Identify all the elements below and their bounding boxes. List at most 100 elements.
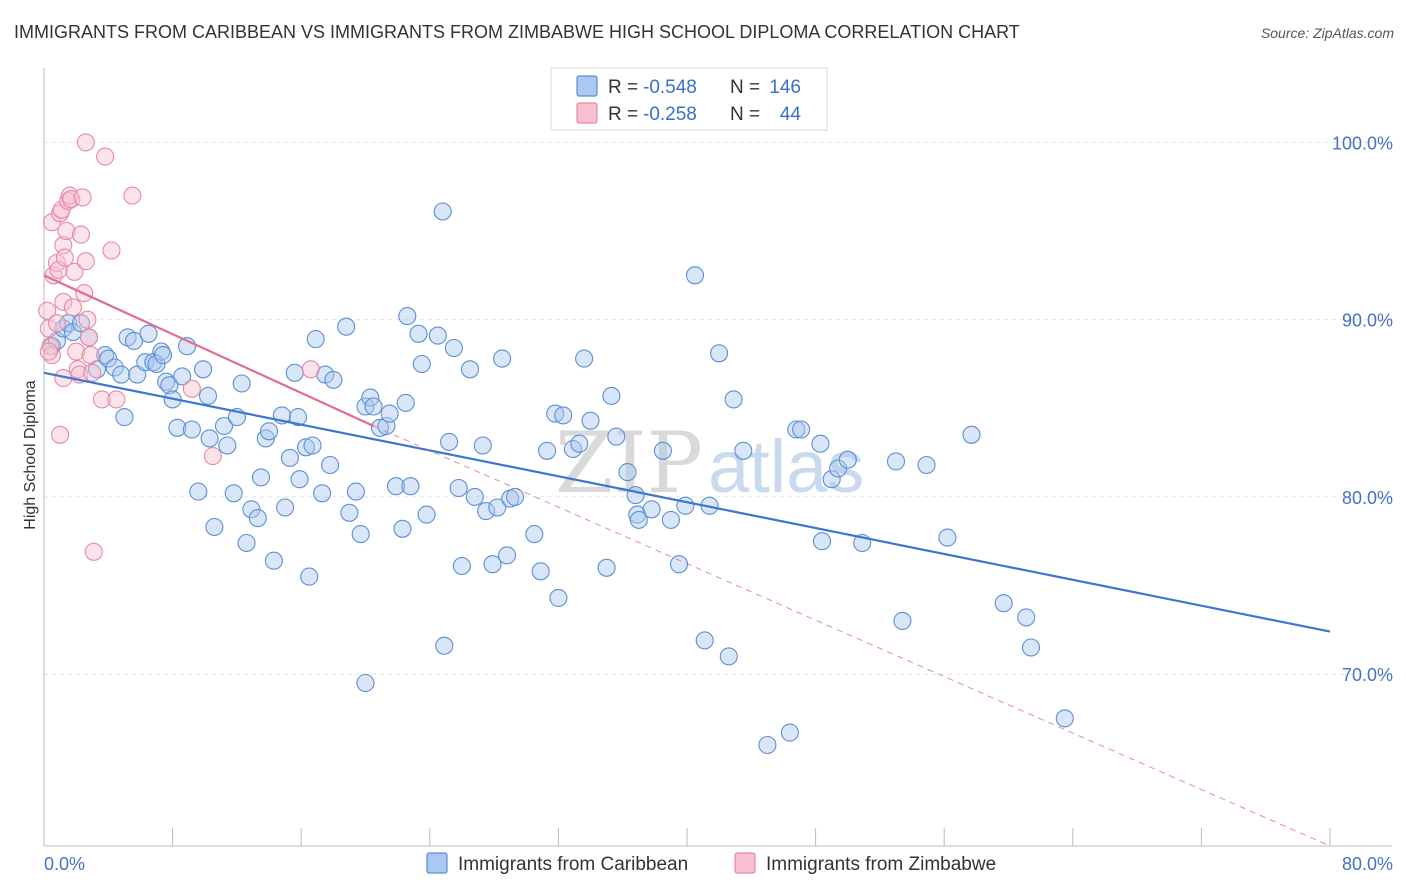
caribbean-point-117 <box>724 390 743 409</box>
caribbean-point-48 <box>290 470 309 489</box>
axes <box>43 68 1392 847</box>
watermark-atlas: atlas <box>708 425 864 508</box>
caribbean-point-137 <box>1055 709 1074 728</box>
x-ticks <box>43 828 1331 846</box>
caribbean-point-43 <box>264 551 283 570</box>
zimbabwe-point-12 <box>55 248 74 267</box>
caribbean-point-84 <box>483 555 502 574</box>
caribbean-point-138 <box>139 324 158 343</box>
caribbean-point-14 <box>124 331 144 350</box>
bottom-legend-swatch-caribbean <box>426 852 448 874</box>
caribbean-point-60 <box>351 525 370 544</box>
caribbean-point-28 <box>194 360 213 379</box>
watermark: ZIP atlas <box>555 414 864 512</box>
caribbean-point-30 <box>198 386 218 405</box>
zimbabwe-point-22 <box>71 225 91 244</box>
bottom-legend: Immigrants from Caribbean Immigrants fro… <box>426 852 996 875</box>
chart-source: Source: ZipAtlas.com <box>1261 25 1394 41</box>
caribbean-point-53 <box>313 484 332 503</box>
zimbabwe-point-38 <box>182 379 201 398</box>
caribbean-point-142 <box>433 202 452 221</box>
caribbean-point-8 <box>96 346 115 365</box>
caribbean-point-85 <box>488 498 507 517</box>
zimbabwe-point-3 <box>42 346 62 365</box>
zimbabwe-point-34 <box>92 390 111 409</box>
zimbabwe-point-36 <box>102 241 121 260</box>
caribbean-point-11 <box>112 365 131 384</box>
caribbean-point-113 <box>695 631 714 650</box>
caribbean-point-105 <box>629 510 648 529</box>
top-legend-n-zimbabwe: 44 <box>780 104 802 125</box>
zimbabwe-point-41 <box>39 342 58 361</box>
caribbean-point-49 <box>296 438 316 457</box>
caribbean-point-90 <box>525 525 544 544</box>
caribbean-point-129 <box>886 452 906 471</box>
top-legend-r-prefix-caribbean: R = <box>608 77 638 98</box>
gridlines <box>44 141 1392 675</box>
caribbean-point-131 <box>917 455 936 475</box>
caribbean-point-101 <box>602 386 621 405</box>
caribbean-point-58 <box>340 503 359 522</box>
caribbean-point-33 <box>218 436 237 455</box>
zimbabwe-point-0 <box>38 301 57 320</box>
zimbabwe-point-17 <box>63 298 82 317</box>
zimbabwe-point-18 <box>65 262 84 281</box>
caribbean-point-95 <box>554 406 573 425</box>
zimbabwe-point-39 <box>203 447 222 466</box>
zimbabwe-point-32 <box>84 542 103 561</box>
zimbabwe-point-40 <box>301 360 320 379</box>
caribbean-point-86 <box>493 349 512 368</box>
caribbean-point-56 <box>324 370 343 389</box>
caribbean-point-112 <box>685 266 705 285</box>
chart-title: IMMIGRANTS FROM CARIBBEAN VS IMMIGRANTS … <box>14 22 1020 42</box>
caribbean-point-67 <box>386 477 406 496</box>
zimbabwe-point-29 <box>83 363 102 382</box>
caribbean-point-97 <box>570 434 589 453</box>
y-tick-label-0: 70.0% <box>1342 665 1393 685</box>
caribbean-point-116 <box>719 647 738 666</box>
caribbean-point-39 <box>248 509 267 528</box>
caribbean-point-26 <box>182 420 201 439</box>
caribbean-point-100 <box>597 558 616 577</box>
caribbean-point-34 <box>224 484 243 503</box>
caribbean-point-71 <box>409 324 428 343</box>
series-zimbabwe-points <box>38 133 320 561</box>
caribbean-point-87 <box>497 546 517 565</box>
caribbean-point-37 <box>237 533 256 553</box>
zimbabwe-point-27 <box>79 328 99 347</box>
caribbean-point-143 <box>356 673 375 693</box>
caribbean-point-89 <box>505 487 525 506</box>
zimbabwe-trend-line <box>43 274 374 427</box>
watermark-zip: ZIP <box>555 414 703 512</box>
caribbean-point-118 <box>734 441 753 460</box>
zimbabwe-point-37 <box>123 186 142 205</box>
caribbean-trend-line <box>43 371 1331 633</box>
caribbean-point-36 <box>232 374 251 393</box>
caribbean-point-110 <box>669 555 689 574</box>
caribbean-point-124 <box>812 532 832 551</box>
caribbean-point-69 <box>398 307 417 326</box>
caribbean-point-119 <box>758 735 777 755</box>
caribbean-point-24 <box>173 367 192 386</box>
series-caribbean-points <box>42 202 1074 755</box>
caribbean-point-74 <box>428 326 447 345</box>
zimbabwe-point-33 <box>51 425 70 444</box>
caribbean-point-10 <box>105 358 124 377</box>
caribbean-point-120 <box>780 723 799 742</box>
caribbean-point-140 <box>288 408 308 427</box>
caribbean-point-108 <box>653 441 672 460</box>
caribbean-point-29 <box>200 429 219 448</box>
y-tick-label-1: 80.0% <box>1342 488 1393 508</box>
caribbean-point-40 <box>251 468 271 487</box>
caribbean-point-77 <box>444 338 463 358</box>
caribbean-point-55 <box>321 455 340 475</box>
caribbean-point-133 <box>962 425 981 444</box>
caribbean-point-21 <box>160 376 179 395</box>
caribbean-point-76 <box>440 432 459 451</box>
caribbean-point-130 <box>893 611 912 630</box>
caribbean-point-78 <box>449 478 468 498</box>
caribbean-point-51 <box>303 436 322 455</box>
zimbabwe-trend-dashed <box>373 425 1331 847</box>
caribbean-point-139 <box>153 346 173 365</box>
caribbean-point-106 <box>626 486 645 505</box>
